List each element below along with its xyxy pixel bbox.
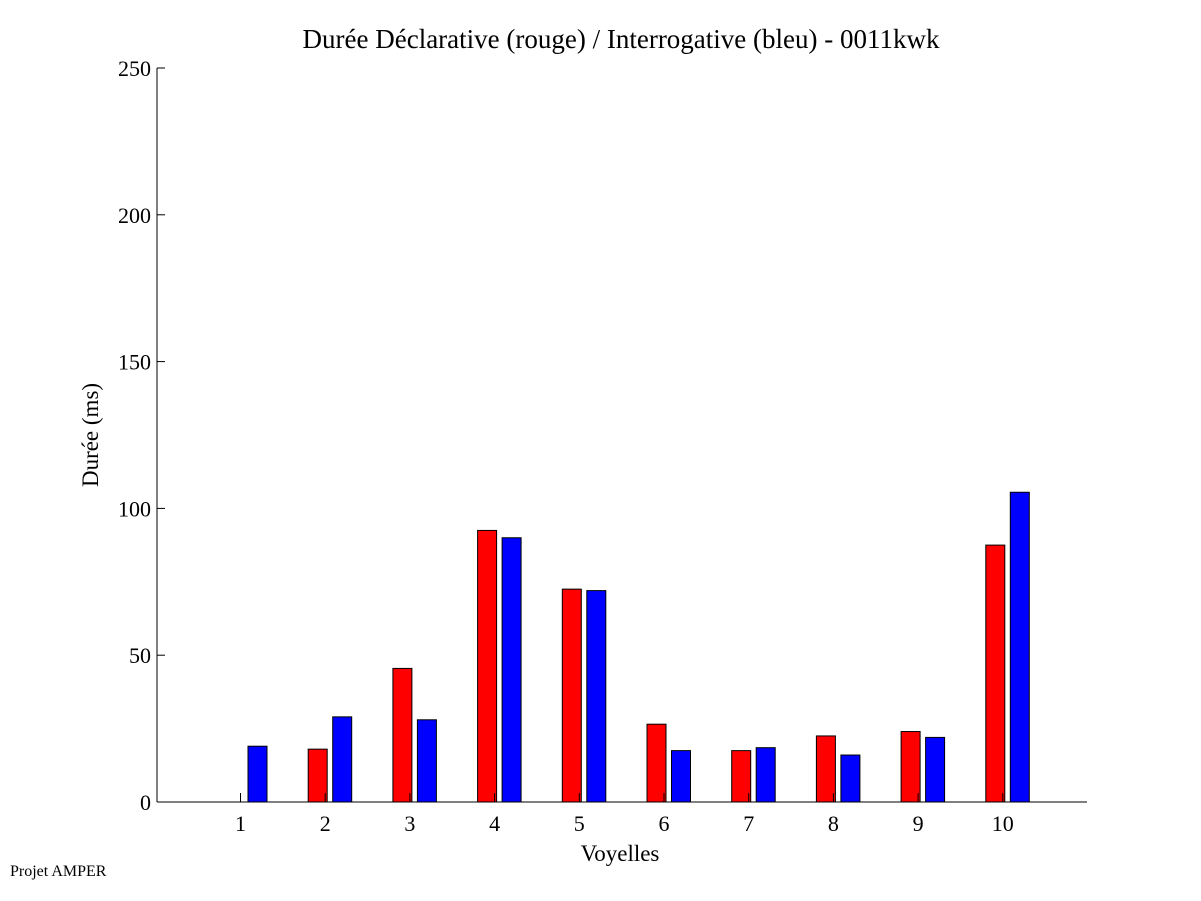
bar-series2-5 [586, 590, 607, 803]
bar-series1-2 [307, 748, 328, 803]
bar-series1-6 [646, 723, 667, 803]
bar-series1-7 [731, 750, 752, 803]
x-tick-label: 3 [404, 811, 415, 836]
bar-series2-4 [501, 537, 522, 803]
x-tick-label: 2 [320, 811, 331, 836]
y-tick-label: 100 [118, 496, 151, 521]
x-tick-label: 8 [828, 811, 839, 836]
bar-series1-3 [392, 667, 413, 803]
y-tick-label: 0 [140, 790, 151, 815]
bar-series2-7 [755, 747, 776, 803]
plot-area [247, 491, 1030, 803]
bar-series2-10 [1009, 491, 1030, 803]
x-tick-label: 1 [235, 811, 246, 836]
x-axis-ticks: 1 2 3 4 5 6 7 8 9 10 [235, 793, 1014, 836]
bar-series1-10 [985, 544, 1006, 803]
y-tick-label: 200 [118, 203, 151, 228]
y-axis-label: Durée (ms) [78, 383, 103, 487]
bar-series2-6 [671, 750, 691, 803]
bar-series2-8 [840, 754, 861, 803]
y-tick-label: 250 [118, 56, 151, 81]
x-tick-label: 4 [489, 811, 500, 836]
bar-series1-4 [477, 529, 498, 803]
chart-title: Durée Déclarative (rouge) / Interrogativ… [303, 24, 940, 54]
x-tick-label: 7 [743, 811, 754, 836]
bar-series2-2 [332, 716, 353, 803]
credit-text: Projet AMPER [10, 863, 107, 880]
bar-series1-5 [561, 588, 582, 803]
bar-series2-1 [247, 745, 268, 803]
bar-series2-9 [925, 736, 946, 803]
x-tick-label: 9 [913, 811, 924, 836]
x-tick-label: 5 [574, 811, 585, 836]
x-axis-label: Voyelles [581, 841, 660, 866]
y-axis-ticks: 0 50 100 150 200 250 [118, 56, 165, 815]
x-tick-label: 10 [992, 811, 1014, 836]
y-tick-label: 150 [118, 350, 151, 375]
x-tick-label: 6 [659, 811, 670, 836]
bar-series1-9 [900, 731, 921, 803]
bar-series2-3 [416, 719, 437, 803]
bar-series1-8 [815, 735, 836, 803]
y-tick-label: 50 [129, 643, 151, 668]
